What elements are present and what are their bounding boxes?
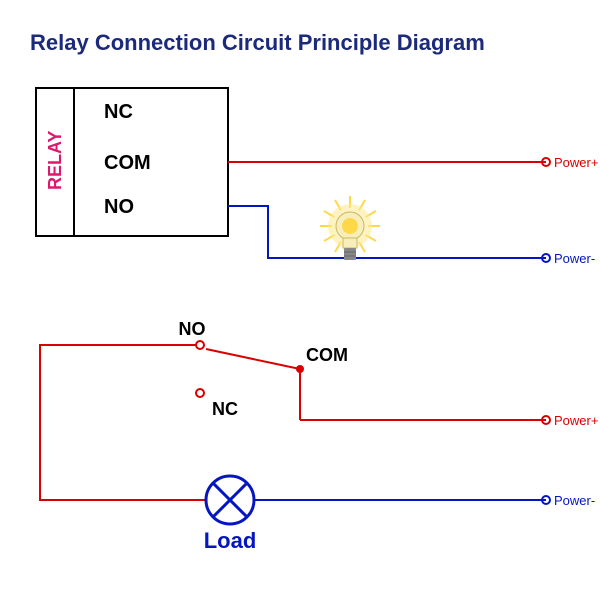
label-powerplus-top: Power+ [554, 155, 598, 170]
label-powerminus-bottom: Power- [554, 493, 595, 508]
wire-no-to-load [40, 345, 206, 500]
relay-nc-label: NC [104, 101, 133, 123]
load-label: Load [204, 528, 257, 553]
switch-no-label: NO [179, 319, 206, 339]
switch-nc-label: NC [212, 399, 238, 419]
relay-com-label: COM [104, 152, 151, 174]
wire-no-to-bulb [228, 206, 344, 258]
label-powerminus-top: Power- [554, 251, 595, 266]
diagram-svg: Relay Connection Circuit Principle Diagr… [0, 0, 600, 600]
relay-label: RELAY [45, 131, 65, 190]
light-bulb-icon [320, 196, 380, 260]
switch-com-label: COM [306, 345, 348, 365]
switch-arm [206, 349, 300, 369]
relay-no-label: NO [104, 196, 134, 218]
diagram-canvas: Relay Connection Circuit Principle Diagr… [0, 0, 600, 600]
diagram-title: Relay Connection Circuit Principle Diagr… [30, 30, 485, 55]
switch-nc-terminal [196, 389, 204, 397]
label-powerplus-bottom: Power+ [554, 413, 598, 428]
switch-no-terminal [196, 341, 204, 349]
